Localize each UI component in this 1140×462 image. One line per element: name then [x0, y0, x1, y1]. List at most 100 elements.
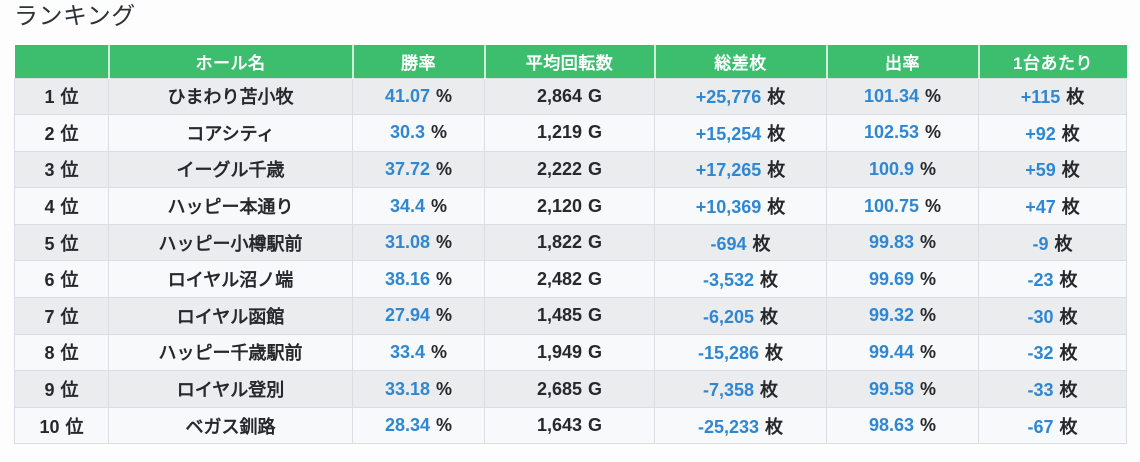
column-header-hall: ホール名	[107, 45, 353, 78]
total_diff-cell: +10,369 枚	[654, 187, 827, 225]
total_diff-value: +10,369	[695, 197, 762, 218]
per_machine-unit: 枚	[1066, 87, 1085, 108]
total_diff-unit: 枚	[760, 380, 779, 401]
total_diff-value: -15,286	[697, 343, 760, 364]
rank-number: 8	[44, 343, 55, 364]
payout-unit: %	[920, 305, 937, 326]
payout-cell: 101.34%	[826, 77, 979, 116]
payout-value: 99.58	[868, 378, 915, 399]
total_diff-value: -3,532	[702, 270, 755, 291]
avg_spins-unit: G	[588, 378, 603, 399]
payout-unit: %	[920, 158, 937, 179]
payout-unit: %	[925, 195, 942, 216]
hall-name: ロイヤル函館	[176, 306, 285, 327]
rank-suffix: 位	[60, 270, 79, 291]
win_rate-unit: %	[431, 195, 448, 216]
hall-cell: ロイヤル函館	[108, 297, 353, 335]
win_rate-value: 41.07	[384, 85, 431, 106]
win_rate-value: 33.18	[384, 378, 431, 399]
payout-value: 99.32	[868, 305, 915, 326]
win_rate-cell: 37.72%	[352, 150, 485, 189]
per_machine-unit: 枚	[1059, 416, 1078, 437]
rank-cell: 10 位	[14, 406, 109, 445]
win_rate-unit: %	[431, 122, 448, 143]
rank-number: 2	[44, 123, 55, 144]
total_diff-unit: 枚	[767, 123, 786, 144]
payout-cell: 99.44%	[826, 333, 979, 372]
table-body: 1 位ひまわり苫小牧 41.07% 2,864 G +25,776 枚 101.34% +115…	[14, 77, 1127, 445]
avg_spins-value: 1,643	[536, 415, 583, 436]
payout-cell: 102.53%	[826, 114, 979, 152]
per_machine-value: -30	[1027, 306, 1054, 327]
avg_spins-value: 2,120	[536, 195, 583, 216]
total_diff-value: -25,233	[697, 416, 760, 437]
rank-number: 7	[44, 306, 55, 327]
per_machine-unit: 枚	[1059, 306, 1078, 327]
avg_spins-cell: 2,864 G	[484, 77, 655, 116]
payout-value: 100.75	[863, 195, 920, 216]
rank-number: 1	[44, 87, 55, 108]
per_machine-value: +47	[1025, 197, 1056, 218]
per_machine-cell: -9 枚	[978, 223, 1127, 262]
win_rate-value: 27.94	[384, 305, 431, 326]
win_rate-unit: %	[436, 378, 453, 399]
hall-name: コアシティ	[186, 123, 275, 144]
avg_spins-cell: 2,222 G	[484, 150, 655, 189]
avg_spins-value: 1,822	[536, 232, 583, 253]
avg_spins-unit: G	[588, 415, 603, 436]
win_rate-cell: 38.16%	[352, 260, 485, 299]
rank-suffix: 位	[60, 233, 79, 254]
payout-cell: 99.32%	[826, 297, 979, 335]
column-header-avg_spins: 平均回転数	[483, 45, 655, 78]
rank-suffix: 位	[60, 160, 79, 181]
total_diff-cell: -6,205 枚	[654, 297, 827, 335]
hall-name: ハッピー本通り	[167, 197, 294, 218]
avg_spins-cell: 1,822 G	[484, 223, 655, 262]
hall-name: ハッピー千歳駅前	[158, 343, 303, 364]
avg_spins-value: 1,485	[536, 305, 583, 326]
total_diff-unit: 枚	[767, 197, 786, 218]
hall-name: ロイヤル登別	[176, 380, 285, 401]
table-row: 7 位ロイヤル函館 27.94% 1,485 G -6,205 枚 99.32% -30 枚	[14, 297, 1127, 335]
avg_spins-unit: G	[588, 341, 603, 362]
table-row: 6 位ロイヤル沼ノ端 38.16% 2,482 G -3,532 枚 99.69% -23 枚	[14, 260, 1127, 299]
avg_spins-cell: 2,685 G	[484, 370, 655, 408]
win_rate-cell: 27.94%	[352, 297, 485, 335]
payout-cell: 99.58%	[826, 370, 979, 408]
avg_spins-unit: G	[588, 195, 603, 216]
payout-unit: %	[925, 122, 942, 143]
avg_spins-unit: G	[588, 232, 603, 253]
hall-name: ひまわり苫小牧	[167, 87, 294, 108]
table-row: 8 位ハッピー千歳駅前 33.4% 1,949 G -15,286 枚 99.44% -32 枚	[14, 333, 1127, 372]
per_machine-cell: +59 枚	[978, 150, 1127, 189]
win_rate-cell: 41.07%	[352, 77, 485, 116]
hall-name: ロイヤル沼ノ端	[167, 270, 294, 291]
payout-unit: %	[920, 268, 937, 289]
rank-suffix: 位	[60, 380, 79, 401]
payout-cell: 98.63%	[826, 406, 979, 445]
column-header-per_machine: 1台あたり	[977, 45, 1127, 78]
win_rate-cell: 34.4%	[352, 187, 485, 225]
avg_spins-unit: G	[588, 85, 603, 106]
hall-cell: ハッピー小樽駅前	[108, 223, 353, 262]
hall-name: ハッピー小樽駅前	[158, 233, 303, 254]
per_machine-unit: 枚	[1059, 380, 1078, 401]
payout-cell: 99.83%	[826, 223, 979, 262]
total_diff-cell: -25,233 枚	[654, 406, 827, 445]
avg_spins-value: 2,685	[536, 378, 583, 399]
avg_spins-value: 1,219	[536, 122, 583, 143]
rank-suffix: 位	[60, 343, 79, 364]
per_machine-cell: +47 枚	[978, 187, 1127, 225]
total_diff-value: +15,254	[695, 123, 762, 144]
avg_spins-value: 2,864	[536, 85, 583, 106]
hall-cell: イーグル千歳	[108, 150, 353, 189]
win_rate-unit: %	[436, 232, 453, 253]
total_diff-unit: 枚	[767, 87, 786, 108]
header-row: ホール名 勝率 平均回転数 総差枚 出率 1台あたり	[14, 45, 1127, 78]
